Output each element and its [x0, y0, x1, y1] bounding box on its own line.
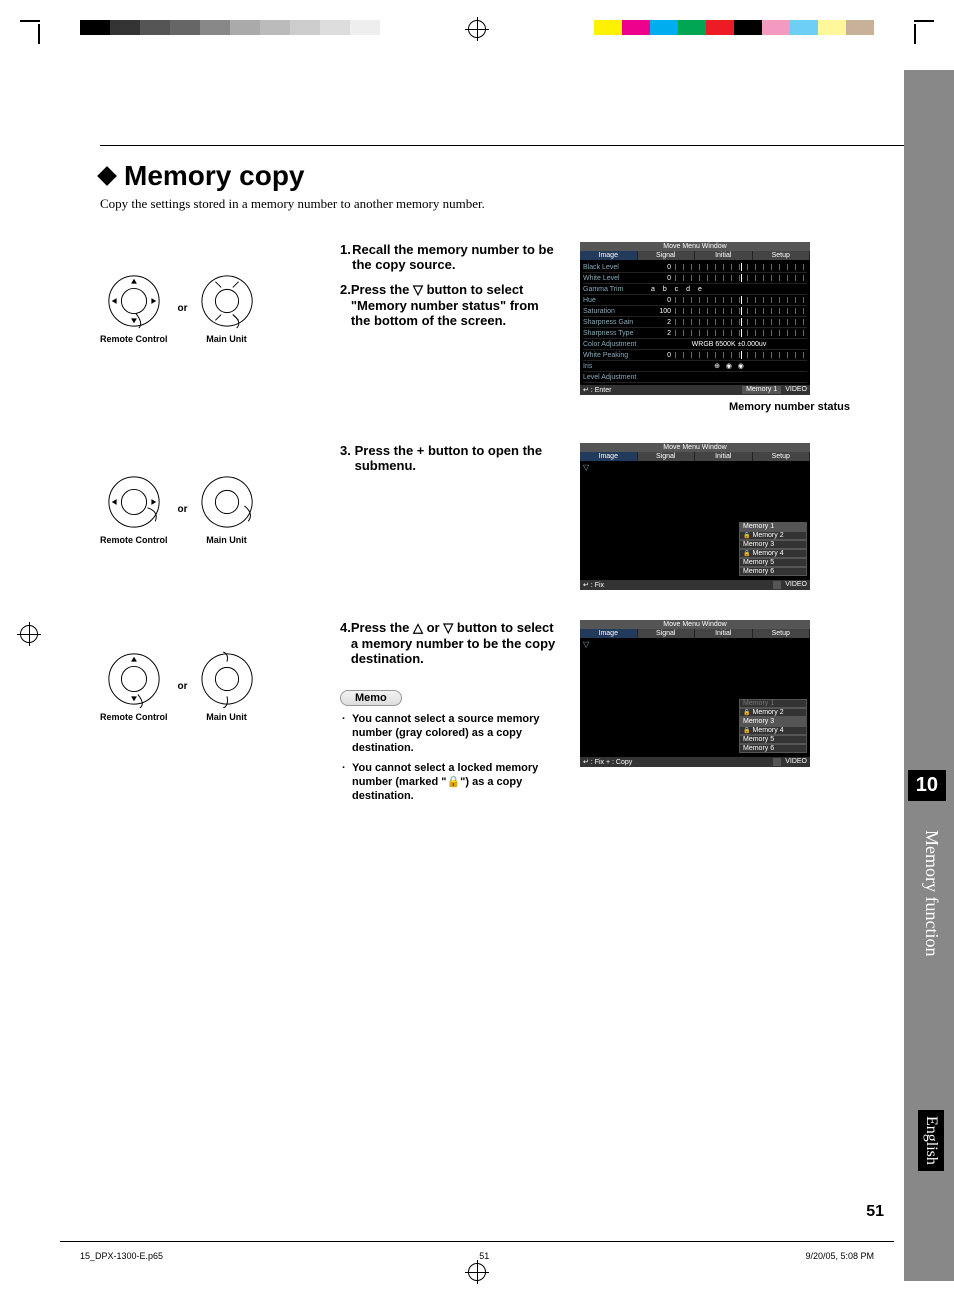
memo-item: You cannot select a locked memory number… — [352, 761, 560, 804]
main-unit-icon — [198, 650, 256, 708]
chapter-title: Memory function — [921, 830, 942, 956]
registration-mark — [20, 625, 38, 643]
menu-caption: Memory number status — [580, 401, 850, 413]
main-unit-icon — [198, 272, 256, 330]
print-colorbar — [80, 20, 380, 35]
step-text: Press the + button to open the submenu. — [355, 443, 560, 473]
page-subtitle: Copy the settings stored in a memory num… — [100, 196, 880, 212]
side-tab: 10 Memory function English — [904, 70, 954, 1281]
step-text: Recall the memory number to be the copy … — [352, 242, 560, 272]
step-number: 3. — [340, 443, 355, 473]
remote-control-label: Remote Control — [100, 712, 168, 722]
header-rule — [100, 145, 904, 146]
main-unit-icon — [198, 473, 256, 531]
print-colorbar — [594, 20, 874, 35]
memo-badge: Memo — [340, 690, 402, 706]
page-content: Memory copy Copy the settings stored in … — [100, 160, 880, 810]
menu-screenshot-2: Move Menu WindowImageSignalInitialSetup▽… — [580, 443, 810, 590]
menu-screenshot-3: Move Menu WindowImageSignalInitialSetup▽… — [580, 620, 810, 767]
or-label: or — [178, 303, 188, 314]
main-unit-label: Main Unit — [206, 334, 247, 344]
main-unit-label: Main Unit — [206, 712, 247, 722]
footer-date: 9/20/05, 5:08 PM — [805, 1251, 874, 1261]
crop-mark — [914, 20, 934, 44]
registration-mark — [468, 20, 486, 38]
step-number: 1. — [340, 242, 352, 272]
footer-file: 15_DPX-1300-E.p65 — [80, 1251, 163, 1261]
step-number: 2. — [340, 282, 351, 328]
memo-list: You cannot select a source memory number… — [340, 712, 560, 804]
page-number: 51 — [866, 1203, 884, 1221]
remote-control-label: Remote Control — [100, 334, 168, 344]
remote-control-label: Remote Control — [100, 535, 168, 545]
remote-control-icon — [105, 473, 163, 531]
remote-control-icon — [105, 272, 163, 330]
remote-control-icon — [105, 650, 163, 708]
footer-page: 51 — [479, 1251, 489, 1261]
crop-mark — [20, 20, 40, 44]
step-text: Press the ▽ button to select "Memory num… — [351, 282, 560, 328]
language-tab: English — [918, 1110, 944, 1171]
memo-item: You cannot select a source memory number… — [352, 712, 560, 755]
registration-mark — [468, 1263, 486, 1281]
page-title: Memory copy — [124, 160, 305, 192]
main-unit-label: Main Unit — [206, 535, 247, 545]
or-label: or — [178, 681, 188, 692]
step-number: 4. — [340, 620, 351, 666]
heading-bullet-icon — [97, 166, 117, 186]
menu-screenshot-1: Move Menu WindowImageSignalInitialSetupB… — [580, 242, 810, 395]
or-label: or — [178, 504, 188, 515]
chapter-number: 10 — [908, 770, 946, 801]
print-footer: 15_DPX-1300-E.p65 51 9/20/05, 5:08 PM — [80, 1251, 874, 1261]
step-text: Press the △ or ▽ button to select a memo… — [351, 620, 560, 666]
